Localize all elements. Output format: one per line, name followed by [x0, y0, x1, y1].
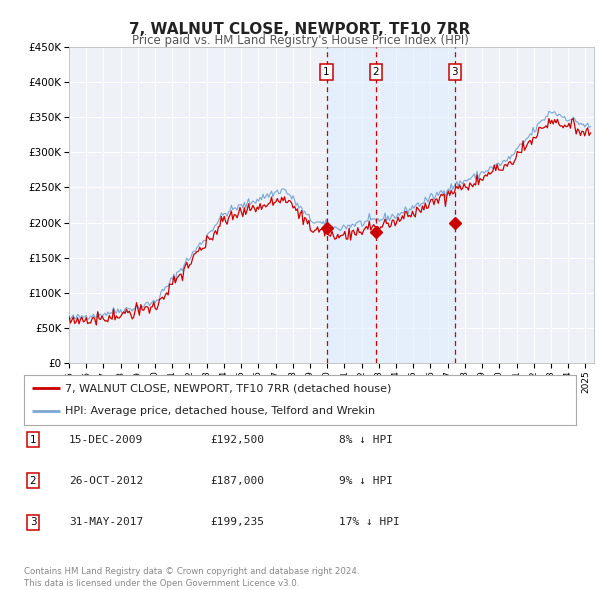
Text: 2: 2: [373, 67, 379, 77]
Text: 8% ↓ HPI: 8% ↓ HPI: [339, 435, 393, 444]
Text: 17% ↓ HPI: 17% ↓ HPI: [339, 517, 400, 527]
Text: 9% ↓ HPI: 9% ↓ HPI: [339, 476, 393, 486]
Text: 1: 1: [29, 435, 37, 444]
Text: £187,000: £187,000: [210, 476, 264, 486]
Bar: [326, 47, 455, 363]
Text: 31-MAY-2017: 31-MAY-2017: [69, 517, 143, 527]
Text: 3: 3: [452, 67, 458, 77]
Text: 1: 1: [323, 67, 330, 77]
Text: 3: 3: [29, 517, 37, 527]
Text: 26-OCT-2012: 26-OCT-2012: [69, 476, 143, 486]
Text: 2: 2: [29, 476, 37, 486]
Text: 7, WALNUT CLOSE, NEWPORT, TF10 7RR (detached house): 7, WALNUT CLOSE, NEWPORT, TF10 7RR (deta…: [65, 383, 392, 393]
Text: Contains HM Land Registry data © Crown copyright and database right 2024.
This d: Contains HM Land Registry data © Crown c…: [24, 568, 359, 588]
Text: £192,500: £192,500: [210, 435, 264, 444]
Text: £199,235: £199,235: [210, 517, 264, 527]
Text: Price paid vs. HM Land Registry's House Price Index (HPI): Price paid vs. HM Land Registry's House …: [131, 34, 469, 47]
Text: HPI: Average price, detached house, Telford and Wrekin: HPI: Average price, detached house, Telf…: [65, 407, 376, 417]
Text: 7, WALNUT CLOSE, NEWPORT, TF10 7RR: 7, WALNUT CLOSE, NEWPORT, TF10 7RR: [130, 22, 470, 37]
Text: 15-DEC-2009: 15-DEC-2009: [69, 435, 143, 444]
